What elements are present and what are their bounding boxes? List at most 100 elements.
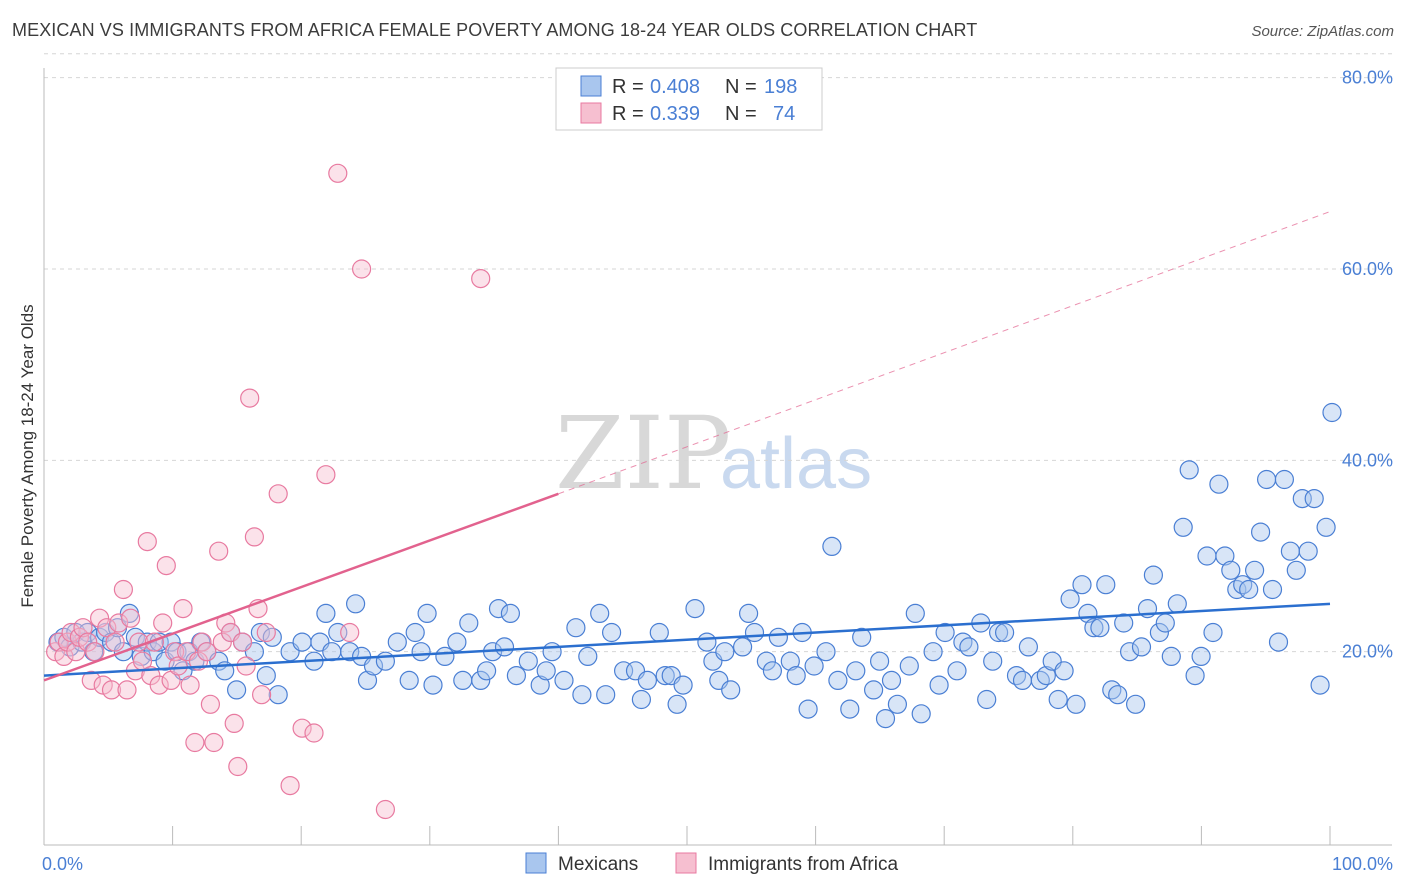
data-point bbox=[929, 675, 949, 695]
data-point bbox=[828, 670, 848, 691]
data-point bbox=[346, 594, 366, 614]
data-point bbox=[1096, 575, 1116, 595]
data-point bbox=[417, 603, 437, 624]
data-point bbox=[977, 689, 997, 710]
data-point bbox=[1060, 589, 1080, 609]
data-point bbox=[236, 656, 256, 676]
legend-n-label-mexicans: N = bbox=[725, 76, 757, 98]
legend-r-label-africa: R = bbox=[612, 103, 644, 125]
data-point bbox=[506, 665, 527, 686]
data-point bbox=[780, 651, 800, 671]
data-point bbox=[542, 642, 562, 662]
data-point bbox=[1173, 517, 1193, 537]
data-point bbox=[1084, 618, 1104, 638]
data-point bbox=[244, 527, 264, 547]
data-point bbox=[798, 699, 818, 719]
data-point bbox=[78, 632, 98, 652]
legend-bottom-label-africa: Immigrants from Africa bbox=[708, 854, 898, 875]
data-point bbox=[923, 642, 943, 662]
data-point bbox=[905, 603, 925, 624]
data-point bbox=[453, 670, 473, 691]
data-point bbox=[1239, 579, 1259, 600]
data-point bbox=[232, 632, 253, 652]
data-point bbox=[209, 541, 229, 561]
data-point bbox=[762, 661, 783, 681]
data-point bbox=[101, 680, 122, 700]
data-point bbox=[649, 622, 669, 643]
data-point bbox=[85, 642, 105, 662]
data-point bbox=[578, 646, 598, 667]
data-point bbox=[959, 637, 979, 657]
data-point bbox=[1012, 670, 1033, 691]
data-point bbox=[1119, 642, 1140, 662]
trend-line-africa bbox=[43, 492, 559, 682]
legend-n-label-africa: N = bbox=[725, 103, 757, 125]
data-point bbox=[328, 163, 348, 183]
data-point bbox=[1161, 646, 1181, 667]
data-point bbox=[744, 622, 765, 643]
data-point bbox=[1048, 689, 1068, 710]
data-point bbox=[471, 269, 491, 289]
legend-n-value-africa: 74 bbox=[773, 103, 795, 125]
data-point bbox=[411, 642, 431, 662]
data-point bbox=[375, 651, 395, 671]
data-point bbox=[113, 579, 134, 600]
data-point bbox=[227, 680, 247, 700]
data-point bbox=[500, 603, 520, 624]
data-point bbox=[459, 613, 479, 633]
data-point bbox=[180, 675, 200, 695]
chart-title: MEXICAN VS IMMIGRANTS FROM AFRICA FEMALE… bbox=[12, 20, 978, 40]
data-point bbox=[73, 618, 93, 638]
data-point bbox=[204, 732, 224, 753]
data-point bbox=[655, 665, 675, 686]
data-point bbox=[887, 694, 908, 714]
data-point bbox=[477, 661, 497, 681]
data-point bbox=[1197, 546, 1217, 566]
data-point bbox=[423, 675, 443, 695]
data-point bbox=[881, 670, 902, 691]
x-tick-label-max: 100.0% bbox=[1332, 854, 1393, 874]
data-point bbox=[121, 608, 141, 628]
data-point bbox=[590, 603, 610, 624]
data-point bbox=[168, 656, 188, 676]
data-point bbox=[1262, 579, 1283, 600]
data-point bbox=[268, 484, 288, 504]
data-point bbox=[153, 613, 173, 633]
data-point bbox=[357, 670, 378, 691]
data-point bbox=[81, 670, 101, 691]
data-point bbox=[494, 637, 515, 657]
data-point bbox=[601, 622, 622, 643]
data-point bbox=[637, 670, 658, 691]
data-point bbox=[256, 665, 276, 686]
data-point bbox=[268, 685, 288, 705]
data-point bbox=[1304, 489, 1324, 509]
data-point bbox=[911, 704, 931, 724]
legend-top: R = 0.408 N = 198 R = 0.339 N = 74 bbox=[555, 67, 823, 131]
data-point bbox=[715, 642, 735, 662]
x-ticks bbox=[172, 826, 1331, 845]
data-point bbox=[1221, 560, 1241, 580]
data-point bbox=[488, 598, 509, 619]
series-africa-points bbox=[45, 163, 491, 820]
legend-bottom-label-mexicans: Mexicans bbox=[558, 854, 638, 875]
data-point bbox=[447, 632, 467, 652]
legend-bottom: Mexicans Immigrants from Africa bbox=[525, 852, 898, 875]
data-point bbox=[816, 642, 836, 662]
data-point bbox=[1191, 646, 1211, 667]
data-point bbox=[228, 756, 248, 777]
data-point bbox=[1167, 594, 1187, 614]
data-point bbox=[1054, 661, 1074, 681]
data-point bbox=[947, 661, 967, 681]
data-point bbox=[212, 632, 232, 652]
watermark-atlas: atlas bbox=[720, 424, 872, 504]
y-tick-label: 40.0% bbox=[1342, 450, 1393, 470]
data-point bbox=[117, 680, 137, 700]
data-point bbox=[1209, 474, 1229, 494]
data-point bbox=[685, 598, 705, 619]
data-point bbox=[518, 651, 538, 671]
data-point bbox=[1286, 560, 1306, 580]
data-point bbox=[173, 598, 193, 619]
legend-bottom-swatch-africa bbox=[675, 852, 697, 874]
data-point bbox=[822, 536, 842, 557]
